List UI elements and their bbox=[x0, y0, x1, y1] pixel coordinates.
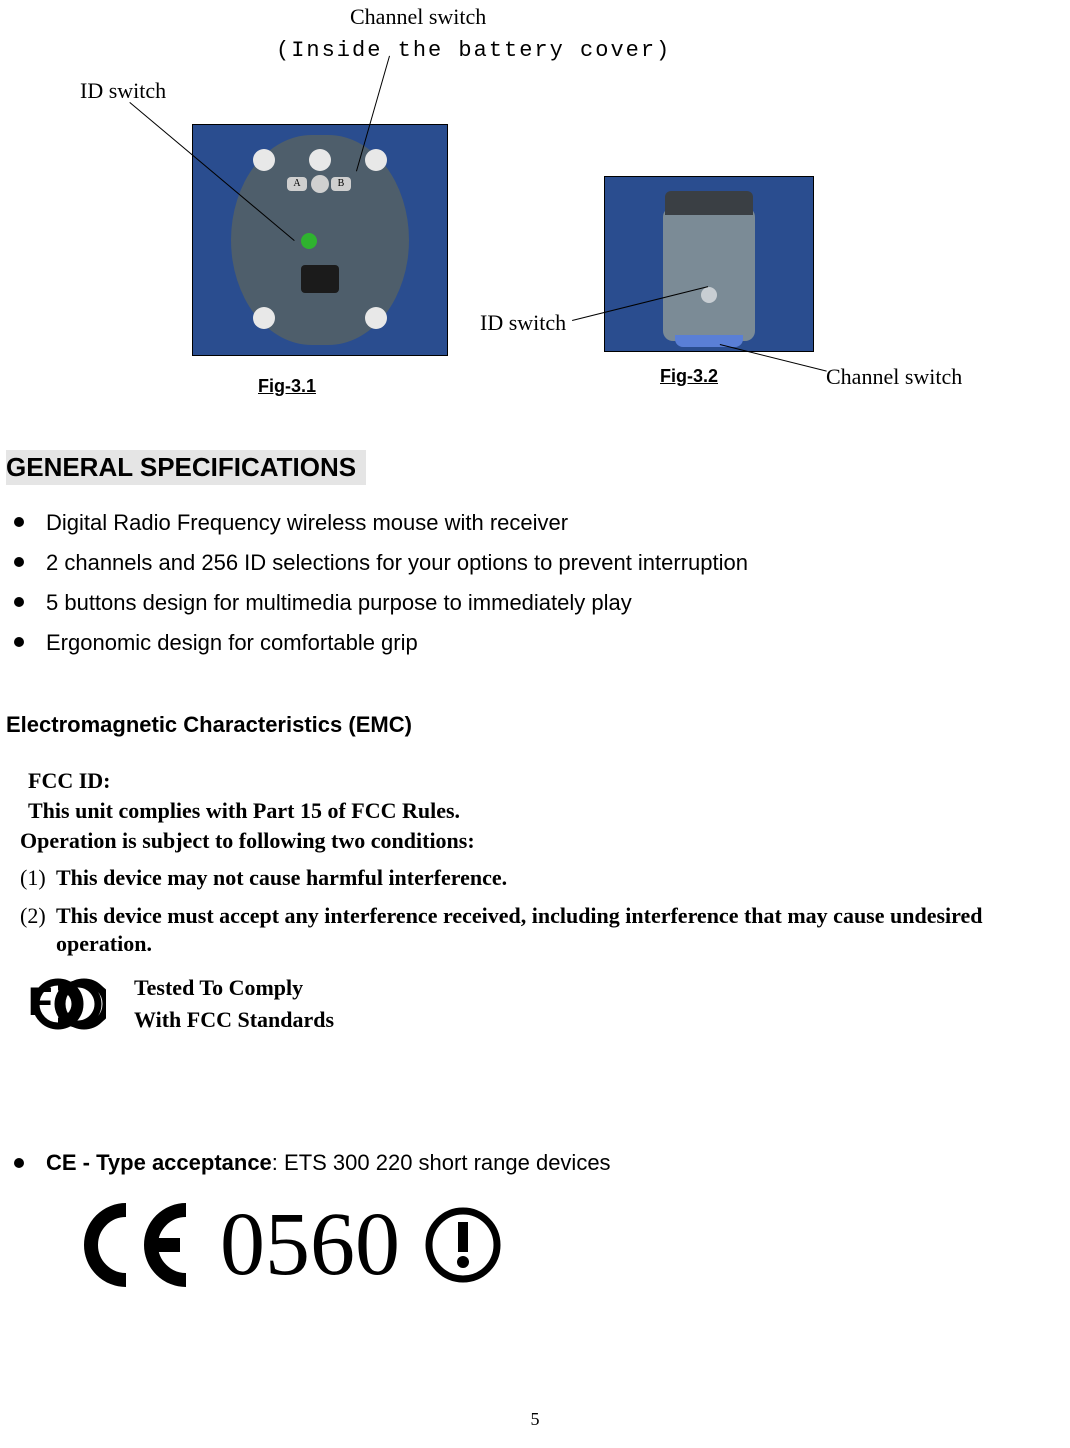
fcc-logo-icon: F bbox=[28, 975, 106, 1033]
list-item: 5 buttons design for multimedia purpose … bbox=[6, 583, 1050, 623]
fcc-tested-text: Tested To Comply With FCC Standards bbox=[134, 972, 334, 1036]
alert-circle-icon bbox=[424, 1206, 502, 1284]
page-number: 5 bbox=[0, 1409, 1070, 1430]
ce-mark-icon bbox=[76, 1200, 196, 1290]
fcc-tested-l2: With FCC Standards bbox=[134, 1004, 334, 1036]
general-specs-section: GENERAL SPECIFICATIONS Digital Radio Fre… bbox=[6, 450, 1050, 663]
mouse-pad bbox=[309, 149, 331, 171]
mouse-ab-a: A bbox=[287, 177, 307, 191]
fcc-line-2: Operation is subject to following two co… bbox=[20, 826, 1050, 856]
fig-3-2-caption: Fig-3.2 bbox=[660, 366, 718, 387]
condition-marker: (2) bbox=[20, 902, 46, 930]
id-switch-label-left: ID switch bbox=[80, 78, 166, 104]
mouse-ab-b: B bbox=[331, 177, 351, 191]
ce-code: 0560 bbox=[220, 1200, 400, 1290]
receiver-top bbox=[665, 191, 753, 215]
mouse-pad bbox=[253, 149, 275, 171]
figure-3-2 bbox=[604, 176, 814, 352]
condition-text: This device must accept any interference… bbox=[56, 903, 983, 956]
document-page: Channel switch (Inside the battery cover… bbox=[0, 0, 1070, 1448]
mouse-pad bbox=[253, 307, 275, 329]
fcc-tested-l1: Tested To Comply bbox=[134, 972, 334, 1004]
list-item: Ergonomic design for comfortable grip bbox=[6, 623, 1050, 663]
receiver-channel-switch bbox=[675, 335, 743, 347]
id-switch-label-mid: ID switch bbox=[480, 310, 566, 336]
mouse-pad bbox=[365, 307, 387, 329]
mouse-body: A B bbox=[231, 135, 409, 345]
ce-prefix: CE - Type acceptance bbox=[46, 1150, 272, 1175]
ce-section: CE - Type acceptance: ETS 300 220 short … bbox=[6, 1150, 1050, 1290]
receiver-body bbox=[663, 207, 755, 341]
emc-heading: Electromagnetic Characteristics (EMC) bbox=[6, 712, 1050, 738]
fcc-id-label: FCC ID: bbox=[28, 766, 1050, 796]
general-specs-list: Digital Radio Frequency wireless mouse w… bbox=[6, 503, 1050, 663]
figure-3-1: A B bbox=[192, 124, 448, 356]
list-item: (2) This device must accept any interfer… bbox=[20, 902, 1050, 958]
channel-switch-title: Channel switch bbox=[350, 4, 486, 30]
condition-marker: (1) bbox=[20, 864, 46, 892]
fcc-block: FCC ID: This unit complies with Part 15 … bbox=[28, 766, 1050, 1036]
receiver-id-switch bbox=[701, 287, 717, 303]
emc-section: Electromagnetic Characteristics (EMC) FC… bbox=[6, 712, 1050, 1036]
ce-type-acceptance-line: CE - Type acceptance: ETS 300 220 short … bbox=[6, 1150, 1050, 1176]
mouse-id-switch bbox=[301, 233, 317, 249]
ce-suffix: : ETS 300 220 short range devices bbox=[272, 1150, 611, 1175]
list-item: 2 channels and 256 ID selections for you… bbox=[6, 543, 1050, 583]
fcc-line-1: This unit complies with Part 15 of FCC R… bbox=[28, 796, 1050, 826]
list-item: (1) This device may not cause harmful in… bbox=[20, 864, 1050, 892]
mouse-sensor bbox=[301, 265, 339, 293]
condition-text: This device may not cause harmful interf… bbox=[56, 865, 507, 890]
list-item: Digital Radio Frequency wireless mouse w… bbox=[6, 503, 1050, 543]
channel-switch-label-right: Channel switch bbox=[826, 364, 962, 390]
mouse-channel-switch bbox=[311, 175, 329, 193]
fcc-conditions-list: (1) This device may not cause harmful in… bbox=[20, 864, 1050, 958]
mouse-pad bbox=[365, 149, 387, 171]
channel-switch-subtitle: (Inside the battery cover) bbox=[276, 38, 671, 63]
fig-3-1-caption: Fig-3.1 bbox=[258, 376, 316, 397]
general-specs-heading: GENERAL SPECIFICATIONS bbox=[6, 450, 366, 485]
